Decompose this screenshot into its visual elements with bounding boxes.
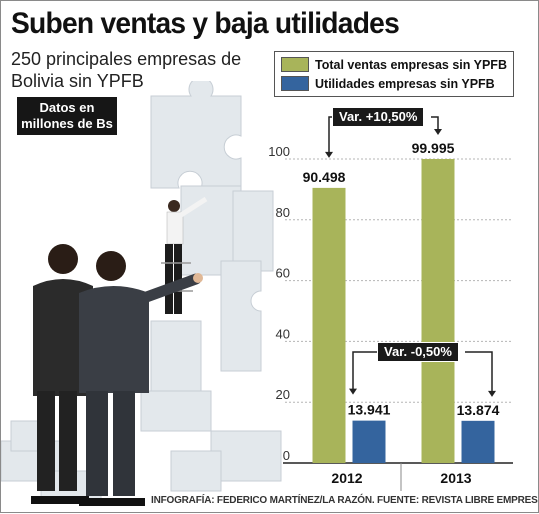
sales-change-connector xyxy=(328,116,439,156)
arrowhead xyxy=(434,129,442,136)
y-tick-label: 0 xyxy=(283,448,290,463)
credit-line: INFOGRAFÍA: FEDERICO MARTÍNEZ/LA RAZÓN. … xyxy=(151,495,539,506)
x-tick-label: 2012 xyxy=(331,470,362,486)
data-label: 99.995 xyxy=(412,140,455,156)
arrowhead xyxy=(349,388,357,395)
businessman-back-icon xyxy=(31,244,93,504)
bar-profit-2012 xyxy=(352,420,386,463)
y-tick-label: 80 xyxy=(276,205,290,220)
y-tick-label: 100 xyxy=(268,144,290,159)
businessman-on-ladder-icon xyxy=(159,196,208,314)
legend-swatch-sales xyxy=(281,57,309,72)
data-label: 90.498 xyxy=(303,169,346,185)
chart-subtitle: 250 principales empresas de Bolivia sin … xyxy=(11,49,242,91)
illustration xyxy=(1,81,282,506)
data-label: 13.941 xyxy=(348,402,391,418)
puzzle-pieces-icon xyxy=(1,81,282,502)
profit-change-badge: Var. -0,50% xyxy=(377,342,459,362)
legend-item-profit: Utilidades empresas sin YPFB xyxy=(281,74,507,93)
x-axis-band xyxy=(283,463,515,491)
arrowhead xyxy=(488,390,496,397)
legend-item-sales: Total ventas empresas sin YPFB xyxy=(281,55,507,74)
bar-sales-2012 xyxy=(312,187,346,463)
units-badge: Datos en millones de Bs xyxy=(17,97,117,135)
legend: Total ventas empresas sin YPFB Utilidade… xyxy=(274,51,514,97)
sales-change-badge: Var. +10,50% xyxy=(332,107,425,127)
legend-label-profit: Utilidades empresas sin YPFB xyxy=(315,76,495,91)
bar-profit-2013 xyxy=(461,420,495,463)
y-tick-label: 40 xyxy=(276,326,290,341)
x-tick-label: 2013 xyxy=(440,470,471,486)
businessman-pointing-icon xyxy=(79,251,203,506)
profit-change-connector xyxy=(352,351,493,395)
bar-sales-2013 xyxy=(421,159,455,463)
data-label: 13.874 xyxy=(457,402,500,418)
chart-title: Suben ventas y baja utilidades xyxy=(11,7,400,40)
legend-swatch-profit xyxy=(281,76,309,91)
y-tick-label: 60 xyxy=(276,266,290,281)
arrowhead xyxy=(325,151,333,158)
legend-label-sales: Total ventas empresas sin YPFB xyxy=(315,57,507,72)
y-tick-label: 20 xyxy=(276,387,290,402)
